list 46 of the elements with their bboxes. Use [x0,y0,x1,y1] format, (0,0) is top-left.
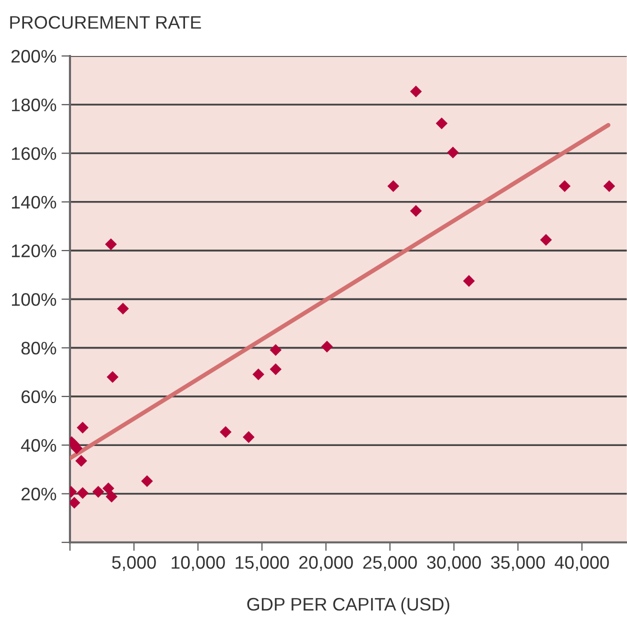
x-tick-label: 40,000 [554,556,609,571]
y-tick-label: 40% [21,439,56,452]
y-axis-title: PROCUREMENT RATE [10,16,201,29]
point [387,180,400,192]
point [102,482,114,494]
point [105,238,117,250]
y-tick-label: 60% [22,390,56,404]
point [540,234,552,246]
x-tick-label: 10,000 [172,556,225,571]
x-axis-title: GDP PER CAPITA (USD) [247,597,450,614]
point [463,275,475,287]
y-tick-label: 180% [12,98,56,112]
x-tick-label: 30,000 [427,556,481,571]
point [270,363,282,376]
point [410,205,422,217]
point [270,344,282,356]
point [321,340,333,352]
point [76,487,89,499]
point [70,496,80,509]
point [436,117,448,130]
point [106,490,118,503]
x-tick-label: 35,000 [491,556,545,571]
point [92,486,104,498]
point [252,368,264,380]
point [603,180,616,192]
y-tick-label: 120% [12,244,56,258]
point [75,455,88,467]
x-tick-label: 25,000 [363,556,417,571]
point [242,431,255,443]
y-tick-label: 140% [12,196,56,209]
x-tick-label: 5,000 [112,556,156,571]
point [117,302,129,315]
x-tick-label: 20,000 [299,556,353,571]
point [106,371,118,383]
point [447,146,459,158]
point [76,422,89,434]
point [410,86,422,98]
y-tick-label: 200% [12,50,56,63]
x-tick-label: 15,000 [236,556,289,571]
point [141,475,153,487]
y-tick-label: 100% [12,293,56,306]
y-tick-label: 20% [22,488,56,500]
point [220,426,232,438]
y-tick-label: 160% [12,147,56,160]
y-tick-label: 80% [21,342,56,355]
point [558,180,571,192]
